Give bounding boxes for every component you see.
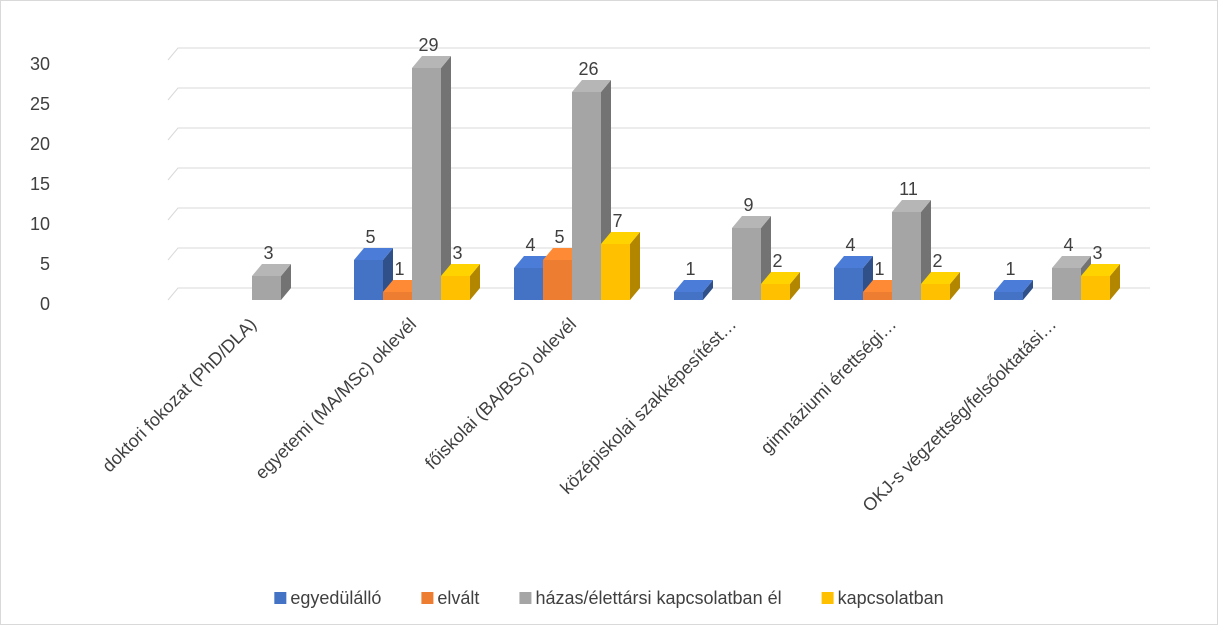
data-label: 5 [365, 227, 375, 247]
legend-label: elvált [437, 588, 479, 608]
bar [601, 232, 640, 300]
bar-top [834, 256, 873, 268]
data-label: 2 [772, 251, 782, 271]
data-label: 26 [578, 59, 598, 79]
data-label: 29 [418, 35, 438, 55]
data-label: 1 [394, 259, 404, 279]
bar-side [790, 272, 800, 300]
data-label: 7 [612, 211, 622, 231]
bar-top [1081, 264, 1120, 276]
legend-label: egyedülálló [290, 588, 381, 608]
bar [994, 280, 1033, 300]
bar-top [572, 80, 611, 92]
data-label: 9 [743, 195, 753, 215]
data-label: 2 [932, 251, 942, 271]
bar-front [761, 284, 790, 300]
data-label: 1 [1005, 259, 1015, 279]
bar-side [441, 56, 451, 300]
bar [921, 272, 960, 300]
bar-side [630, 232, 640, 300]
grid-line [167, 207, 1150, 221]
bar-front [674, 292, 703, 300]
bar-front [994, 292, 1023, 300]
legend-label: kapcsolatban [838, 588, 944, 608]
y-tick-label: 10 [30, 214, 50, 234]
bar-top [252, 264, 291, 276]
bar [732, 216, 771, 300]
grid-line [167, 167, 1150, 181]
bar [674, 280, 713, 300]
bar-front [514, 268, 543, 300]
bar-front [834, 268, 863, 300]
bar-top [674, 280, 713, 292]
bar-front [252, 276, 281, 300]
bar-top [601, 232, 640, 244]
legend-swatch [821, 592, 834, 604]
bar-front [441, 276, 470, 300]
data-label: 11 [899, 179, 918, 199]
bar-front [572, 92, 601, 300]
data-label: 4 [1063, 235, 1073, 255]
bar-top [994, 280, 1033, 292]
legend-label: házas/élettársi kapcsolatban él [535, 588, 781, 608]
bar-front [921, 284, 950, 300]
grid-line [167, 87, 1150, 101]
data-label: 1 [874, 259, 884, 279]
bar-top [441, 264, 480, 276]
bar-top [1052, 256, 1091, 268]
bar-top [892, 200, 931, 212]
bar [441, 264, 480, 300]
legend-swatch [519, 592, 532, 604]
bar-front [354, 260, 383, 300]
grid-line [167, 127, 1150, 141]
bar [354, 248, 393, 300]
bar-top [921, 272, 960, 284]
legend-swatch [274, 592, 287, 604]
bar [412, 56, 451, 300]
bar-front [601, 244, 630, 300]
data-label: 4 [845, 235, 855, 255]
data-label: 5 [554, 227, 564, 247]
bar [892, 200, 931, 300]
bar-front [543, 260, 572, 300]
y-tick-label: 0 [40, 294, 50, 314]
bar [252, 264, 291, 300]
bar-side [1023, 280, 1033, 300]
grid-line [167, 287, 1150, 301]
bar-front [863, 292, 892, 300]
data-label: 4 [525, 235, 535, 255]
bar-top [732, 216, 771, 228]
bar-side [950, 272, 960, 300]
bar-front [892, 212, 921, 300]
y-tick-label: 20 [30, 134, 50, 154]
bar-front [383, 292, 412, 300]
y-tick-label: 30 [30, 54, 50, 74]
data-label: 3 [452, 243, 462, 263]
y-tick-label: 25 [30, 94, 50, 114]
bar-top [412, 56, 451, 68]
bar-top [761, 272, 800, 284]
bar-front [732, 228, 761, 300]
bar-front [1052, 268, 1081, 300]
bar [761, 272, 800, 300]
bar-front [412, 68, 441, 300]
grid-line [167, 247, 1150, 261]
y-tick-label: 5 [40, 254, 50, 274]
y-tick-label: 15 [30, 174, 50, 194]
bar-top [354, 248, 393, 260]
bar-front [1081, 276, 1110, 300]
grid-line [167, 47, 1150, 61]
data-label: 3 [263, 243, 273, 263]
bar [1081, 264, 1120, 300]
data-label: 1 [685, 259, 695, 279]
bar-side [703, 280, 713, 300]
data-label: 3 [1092, 243, 1102, 263]
legend-swatch [421, 592, 434, 604]
